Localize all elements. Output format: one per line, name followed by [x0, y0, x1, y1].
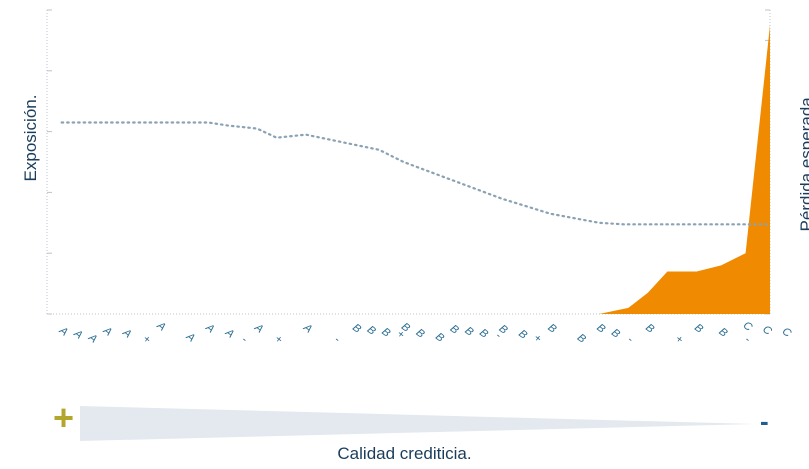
line-layer: [60, 121, 772, 226]
x-tick-label: B: [433, 331, 446, 345]
x-tick-label: A: [183, 330, 197, 345]
x-tick-label: B: [414, 327, 427, 341]
x-tick-label: A: [85, 331, 99, 346]
x-tick-label: B: [516, 328, 529, 342]
x-tick-label: B: [477, 327, 490, 341]
x-tick-label: -: [332, 334, 343, 346]
x-tick-label: -: [742, 334, 753, 346]
x-tick-label: +: [531, 332, 544, 346]
tick-label-layer: A A AA A +AAA A -A+A-B B B +B B BB B B -B B +BBB B -B+B B-C…: [56, 319, 793, 347]
x-tick-label: A: [252, 321, 266, 336]
x-tick-label: B: [365, 324, 378, 338]
x-tick-label: A: [71, 327, 85, 342]
x-tick-label: B: [575, 332, 588, 346]
x-tick-label: A: [222, 326, 236, 341]
x-tick-label: A: [154, 319, 168, 334]
y-axis-label-left: Exposición.: [21, 94, 40, 182]
exposure-line: [60, 121, 772, 226]
y-axis-label-right: Pérdida esperada.: [797, 92, 809, 232]
quality-gradient-wedge: [80, 406, 755, 441]
x-tick-label: -: [625, 334, 636, 346]
x-tick-label: -: [493, 330, 504, 342]
x-tick-label: A: [100, 324, 114, 339]
x-tick-label: A: [300, 321, 314, 336]
x-tick-label: B: [609, 327, 622, 341]
x-tick-label: B: [594, 322, 607, 336]
x-tick-label: B: [379, 326, 392, 340]
expected-loss-area: [61, 25, 771, 314]
x-tick-label: B: [448, 323, 461, 337]
x-tick-label: C: [760, 323, 774, 337]
x-tick-label: A: [120, 326, 134, 341]
x-tick-label: B: [692, 322, 705, 336]
chart-axes: [46, 9, 771, 315]
x-tick-label: +: [272, 333, 285, 347]
x-tick-label: A: [56, 324, 70, 339]
x-tick-label: +: [673, 333, 686, 347]
high-quality-marker: +: [53, 397, 75, 438]
area-layer: [61, 25, 771, 314]
x-tick-label: B: [350, 322, 363, 336]
x-tick-label: B: [643, 322, 656, 336]
x-tick-label: B: [545, 322, 558, 336]
x-tick-label: A: [203, 321, 217, 336]
x-tick-label: +: [140, 333, 153, 347]
x-tick-label: -: [239, 334, 250, 346]
x-tick-label: C: [741, 319, 755, 333]
x-axis-label: Calidad crediticia.: [337, 444, 472, 463]
low-quality-marker: -: [760, 406, 769, 436]
x-tick-label: C: [780, 325, 794, 339]
x-tick-label: B: [716, 326, 729, 340]
x-tick-label: B: [462, 325, 475, 339]
